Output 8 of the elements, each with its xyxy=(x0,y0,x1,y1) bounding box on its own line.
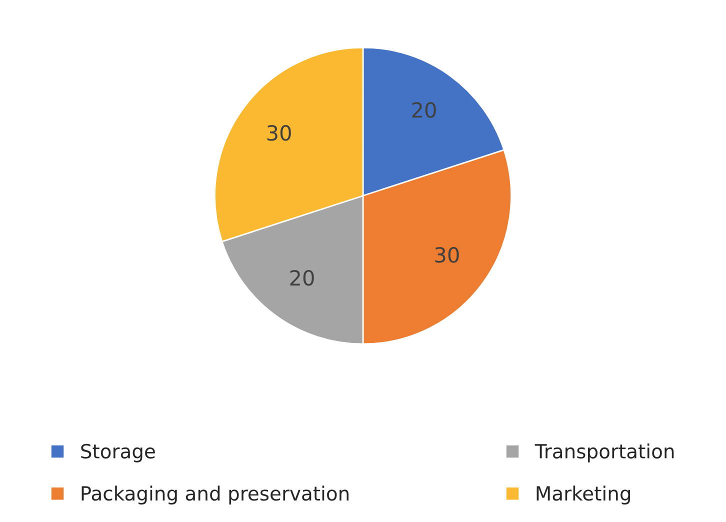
legend-label: Transportation xyxy=(534,444,674,462)
legend-label: Packaging and preservation xyxy=(82,486,349,504)
data-label: 30 xyxy=(435,247,459,263)
legend-label: Storage xyxy=(81,444,155,462)
legend-label: Marketing xyxy=(536,486,630,504)
data-label: 30 xyxy=(267,125,291,141)
data-label: 20 xyxy=(412,102,436,118)
data-label: 20 xyxy=(290,270,314,286)
